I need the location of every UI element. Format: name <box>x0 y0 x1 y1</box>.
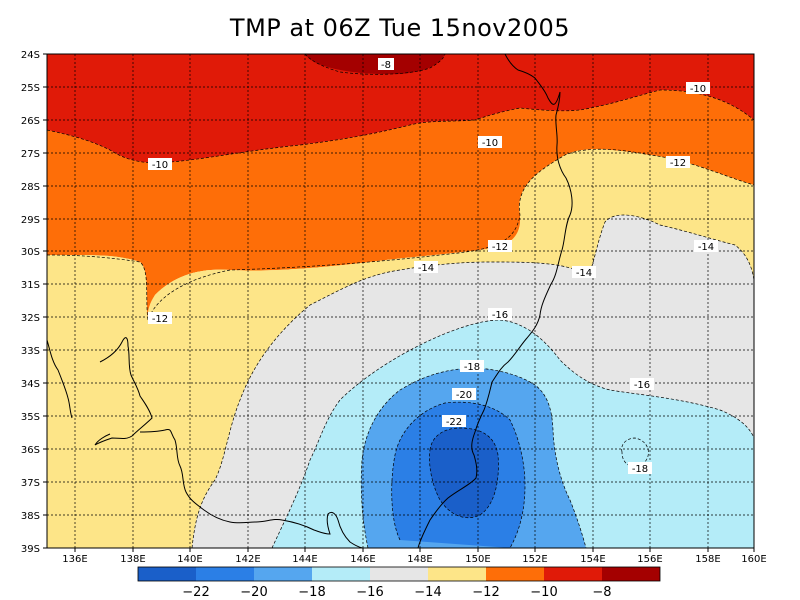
lon-tick-label: 152E <box>522 554 547 565</box>
colorbar-swatch <box>370 567 428 581</box>
svg-text:-20: -20 <box>456 390 472 401</box>
colorbar-label: −8 <box>592 585 611 600</box>
colorbar-swatch <box>602 567 660 581</box>
lon-tick-label: 150E <box>465 554 490 565</box>
lat-tick-label: 27S <box>21 149 40 160</box>
svg-text:-14: -14 <box>418 263 434 274</box>
band-lt-m22-core <box>429 428 499 518</box>
colorbar-label: −14 <box>414 585 441 600</box>
colorbar-swatch <box>486 567 544 581</box>
contour-lines <box>47 54 754 548</box>
svg-text:-16: -16 <box>492 310 508 321</box>
colorbar-swatch <box>196 567 254 581</box>
lat-tick-label: 24S <box>21 50 40 61</box>
contour-label: -14 <box>414 261 438 274</box>
lon-tick-label: 140E <box>177 554 202 565</box>
lat-tick-label: 31S <box>21 280 40 291</box>
latitude-labels: 24S 25S 26S 27S 28S 29S 30S 31S 32S 33S … <box>21 50 40 555</box>
longitude-ticks <box>74 548 755 552</box>
lat-tick-label: 35S <box>21 412 40 423</box>
lon-tick-label: 136E <box>62 554 87 565</box>
lat-tick-label: 28S <box>21 182 40 193</box>
colorbar-label: −20 <box>240 585 267 600</box>
band-m18-m16-blob <box>621 438 649 467</box>
lat-tick-label: 25S <box>21 83 40 94</box>
svg-text:-10: -10 <box>690 84 706 95</box>
colorbar-label: −12 <box>472 585 499 600</box>
lat-tick-label: 39S <box>21 544 40 555</box>
band-gt-m8 <box>305 54 445 75</box>
lon-tick-label: 138E <box>120 554 145 565</box>
contour-label: -16 <box>488 308 512 321</box>
contour-label: -18 <box>460 360 484 373</box>
svg-text:-16: -16 <box>634 380 650 391</box>
lon-tick-label: 160E <box>741 554 766 565</box>
contour-label: -18 <box>628 462 652 475</box>
svg-text:-8: -8 <box>381 60 391 71</box>
contour-fill-layer <box>47 54 754 548</box>
lon-tick-label: 154E <box>580 554 605 565</box>
longitude-labels: 136E 138E 140E 142E 144E 146E 148E 150E … <box>62 554 766 565</box>
contour-label: -8 <box>378 58 394 71</box>
svg-text:-12: -12 <box>670 158 686 169</box>
svg-text:-14: -14 <box>698 242 714 253</box>
svg-text:-14: -14 <box>576 268 592 279</box>
latitude-ticks <box>43 53 47 549</box>
colorbar-swatch <box>138 567 196 581</box>
map-title: TMP at 06Z Tue 15nov2005 <box>229 14 571 42</box>
lon-tick-label: 156E <box>637 554 662 565</box>
band-m12-m10 <box>47 90 754 320</box>
coastline <box>47 54 573 548</box>
lon-tick-label: 148E <box>407 554 432 565</box>
colorbar-swatch <box>254 567 312 581</box>
contour-label: -12 <box>148 312 172 325</box>
colorbar-label: −22 <box>182 585 209 600</box>
lat-tick-label: 29S <box>21 215 40 226</box>
lon-tick-label: 146E <box>350 554 375 565</box>
colorbar-swatch <box>544 567 602 581</box>
contour-label: -20 <box>452 388 476 401</box>
lat-tick-label: 38S <box>21 511 40 522</box>
band-m14-m12-south <box>47 149 754 548</box>
svg-text:-18: -18 <box>464 362 480 373</box>
contour-label: -10 <box>148 158 172 171</box>
lat-tick-label: 37S <box>21 478 40 489</box>
svg-text:-12: -12 <box>152 314 168 325</box>
colorbar-label: −16 <box>356 585 383 600</box>
colorbar-label: −18 <box>298 585 325 600</box>
lon-tick-label: 142E <box>235 554 260 565</box>
contour-label: -16 <box>630 378 654 391</box>
svg-text:-10: -10 <box>152 160 168 171</box>
band-m10-m8 <box>47 54 754 163</box>
svg-text:-10: -10 <box>482 138 498 149</box>
colorbar-label: −10 <box>530 585 557 600</box>
contour-labels: -8 -10 -10 -10 -12 -12 -12 -14 -14 -14 -… <box>148 58 718 475</box>
contour-label: -22 <box>442 415 466 428</box>
svg-text:-18: -18 <box>632 464 648 475</box>
svg-text:-12: -12 <box>492 242 508 253</box>
contour-label: -14 <box>572 266 596 279</box>
contour-label: -10 <box>686 82 710 95</box>
lat-tick-label: 32S <box>21 313 40 324</box>
colorbar-swatch <box>428 567 486 581</box>
svg-text:-22: -22 <box>446 417 462 428</box>
contour-label: -12 <box>666 156 690 169</box>
colorbar: −22 −20 −18 −16 −14 −12 −10 −8 <box>137 566 661 600</box>
lat-tick-label: 26S <box>21 116 40 127</box>
contour-label: -12 <box>488 240 512 253</box>
map-frame <box>46 53 755 549</box>
lat-tick-label: 30S <box>21 247 40 258</box>
lon-tick-label: 158E <box>695 554 720 565</box>
lat-tick-label: 34S <box>21 379 40 390</box>
lat-tick-label: 36S <box>21 445 40 456</box>
lon-tick-label: 144E <box>292 554 317 565</box>
contour-label: -10 <box>478 136 502 149</box>
colorbar-swatch <box>312 567 370 581</box>
lat-tick-label: 33S <box>21 346 40 357</box>
contour-label: -14 <box>694 240 718 253</box>
